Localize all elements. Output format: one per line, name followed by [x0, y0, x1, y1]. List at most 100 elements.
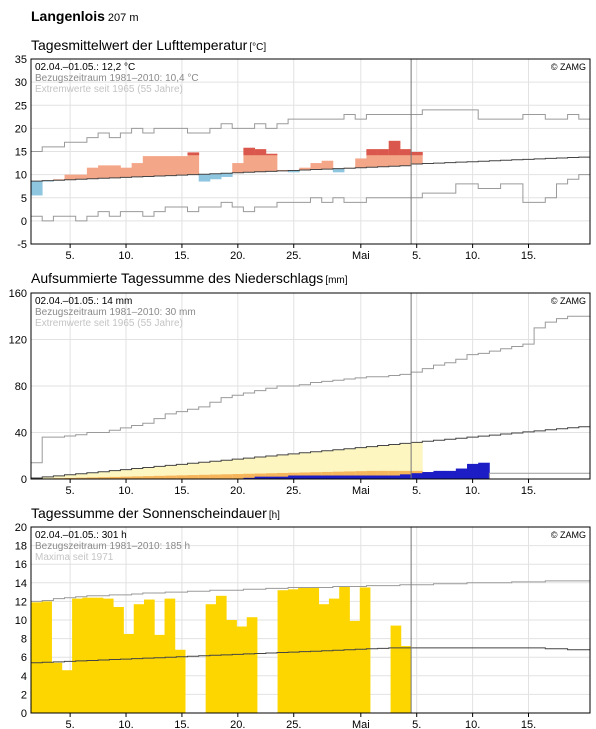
precipitation-credit: © ZAMG: [551, 296, 586, 306]
precipitation-deficit-area: [120, 476, 133, 479]
precipitation-y-tick-label: 80: [15, 381, 27, 393]
temperature-frame: [30, 58, 591, 245]
precipitation-frame: [30, 292, 591, 480]
temperature-anomaly-bar: [165, 156, 177, 176]
precipitation-x-tick-label: 20.: [230, 485, 245, 497]
sunshine-bar: [226, 620, 237, 713]
precipitation-sum-bar: [388, 475, 401, 479]
temperature-x-tick-label: 15.: [174, 250, 189, 262]
precipitation-max-line: [31, 315, 590, 464]
precipitation-deficit-area: [355, 471, 367, 479]
sunshine-bar: [92, 597, 104, 713]
sunshine-bar: [164, 598, 176, 713]
station-header: Langenlois 207 m: [31, 8, 138, 24]
temperature-panel: -5 0 5 10 15 20 25 30 35 5. 10. 15. 20. 25. Mai 5. 10. 15…: [15, 54, 591, 262]
precipitation-sum-bar: [243, 477, 255, 479]
temperature-anomaly-bar: [288, 170, 300, 173]
temperature-anomaly-bar: [131, 163, 144, 177]
precipitation-x-tick-label: 5.: [412, 485, 421, 497]
precipitation-panel: 0 40 80 120 160 5. 10. 15. 20. 25. Mai 5. 10. 15. 02.0…: [9, 288, 591, 497]
sunshine-x-tick-label: 20.: [230, 719, 245, 729]
temperature-min-line: [31, 174, 590, 222]
sunshine-bar: [31, 602, 42, 713]
sunshine-climate-line: [31, 647, 590, 664]
sunshine-y-tick-label: 16: [15, 559, 27, 571]
temperature-anomaly-bar: [366, 149, 378, 168]
sunshine-title: Tagessumme der Sonnenscheindauer: [31, 505, 267, 521]
sunshine-bar: [400, 646, 412, 713]
precipitation-x-tick-label: 5.: [66, 485, 75, 497]
precipitation-sum-bar: [310, 475, 323, 479]
temperature-anomaly-bar: [109, 165, 121, 178]
precipitation-deficit-area: [75, 477, 88, 479]
precipitation-y-tick-label: 160: [9, 288, 27, 300]
temperature-anomaly-bar: [265, 153, 278, 172]
precipitation-deficit-area: [232, 474, 244, 479]
precipitation-info-line: Extremwerte seit 1965 (55 Jahre): [35, 318, 183, 329]
precipitation-x-tick-label: 15.: [521, 485, 536, 497]
precipitation-sum-bar: [411, 473, 423, 479]
precipitation-unit: [mm]: [325, 275, 348, 286]
temperature-anomaly-bar: [64, 174, 77, 180]
temperature-unit: [°C]: [249, 42, 267, 53]
precipitation-climate-area: [288, 453, 300, 479]
temperature-extreme-bar: [388, 140, 401, 156]
temperature-anomaly-bar: [221, 173, 233, 177]
precipitation-sum-bar: [455, 468, 468, 479]
temperature-anomaly-bar: [310, 163, 323, 170]
temperature-title: Tagesmittelwert der Lufttemperatur: [31, 37, 248, 53]
precipitation-deficit-area: [64, 477, 77, 479]
precipitation-sum-bar: [299, 475, 311, 479]
precipitation-climate-area: [198, 462, 211, 479]
precipitation-climate-area: [388, 444, 401, 479]
sunshine-bar: [277, 590, 289, 713]
sunshine-panel: 0 2 4 6 8 10 12 14 16 18 20 5. 10. 15. 20. 25. Mai 5. 10. 1…: [15, 522, 591, 729]
temperature-extreme-bar: [377, 149, 390, 156]
precipitation-sum-bar: [355, 475, 367, 479]
precipitation-deficit-area: [366, 470, 378, 479]
temperature-climate-line: [31, 156, 590, 182]
temperature-max-line: [31, 109, 590, 152]
station-name: Langenlois: [31, 8, 105, 24]
temperature-info-line: Bezugszeitraum 1981–2010: 10,4 °C: [35, 73, 199, 84]
sunshine-x-tick-label: 15.: [521, 719, 536, 729]
precipitation-climate-area: [165, 465, 177, 479]
temperature-anomaly-bar: [198, 174, 211, 182]
temperature-anomaly-bar: [321, 160, 334, 170]
temperature-anomaly-bar: [98, 165, 110, 179]
temperature-extreme-bar: [187, 152, 200, 156]
temperature-anomaly-bar: [254, 149, 267, 172]
precipitation-deficit-area: [153, 475, 166, 479]
precipitation-climate-area: [209, 461, 222, 479]
sunshine-x-tick-label: 10.: [118, 719, 133, 729]
precipitation-climate-area: [321, 450, 334, 479]
precipitation-climate-area: [265, 455, 278, 479]
precipitation-sum-bar: [332, 475, 345, 479]
precipitation-y-tick-label: 120: [9, 335, 27, 347]
precipitation-x-tick-label: Mai: [352, 485, 370, 497]
temperature-x-tick-label: 5.: [412, 250, 421, 262]
temperature-anomaly-bar: [187, 152, 200, 175]
sunshine-y-tick-label: 6: [21, 652, 27, 664]
precipitation-sum-bar: [422, 472, 434, 479]
precipitation-sum-bar: [265, 476, 278, 479]
precipitation-deficit-area: [388, 470, 401, 479]
sunshine-x-tick-label: 5.: [66, 719, 75, 729]
station-elevation: 207 m: [107, 12, 139, 24]
temperature-anomaly-bar: [153, 156, 166, 177]
precipitation-info-line: 02.04.–01.05.: 14 mm: [35, 296, 132, 307]
precipitation-climate-line: [31, 426, 590, 479]
sunshine-y-tick-label: 2: [21, 689, 27, 701]
precipitation-climate-area: [176, 464, 188, 479]
sunshine-y-tick-label: 0: [21, 708, 27, 720]
sunshine-bar: [174, 649, 186, 713]
precipitation-sum-bar: [377, 475, 390, 479]
temperature-y-tick-label: 35: [15, 54, 27, 66]
precipitation-climate-area: [221, 460, 233, 479]
temperature-x-tick-label: 10.: [465, 250, 480, 262]
temperature-anomaly-bar: [120, 167, 133, 178]
precipitation-deficit-area: [176, 475, 188, 479]
temperature-anomaly-bar: [299, 167, 311, 170]
sunshine-x-tick-label: 5.: [412, 719, 421, 729]
